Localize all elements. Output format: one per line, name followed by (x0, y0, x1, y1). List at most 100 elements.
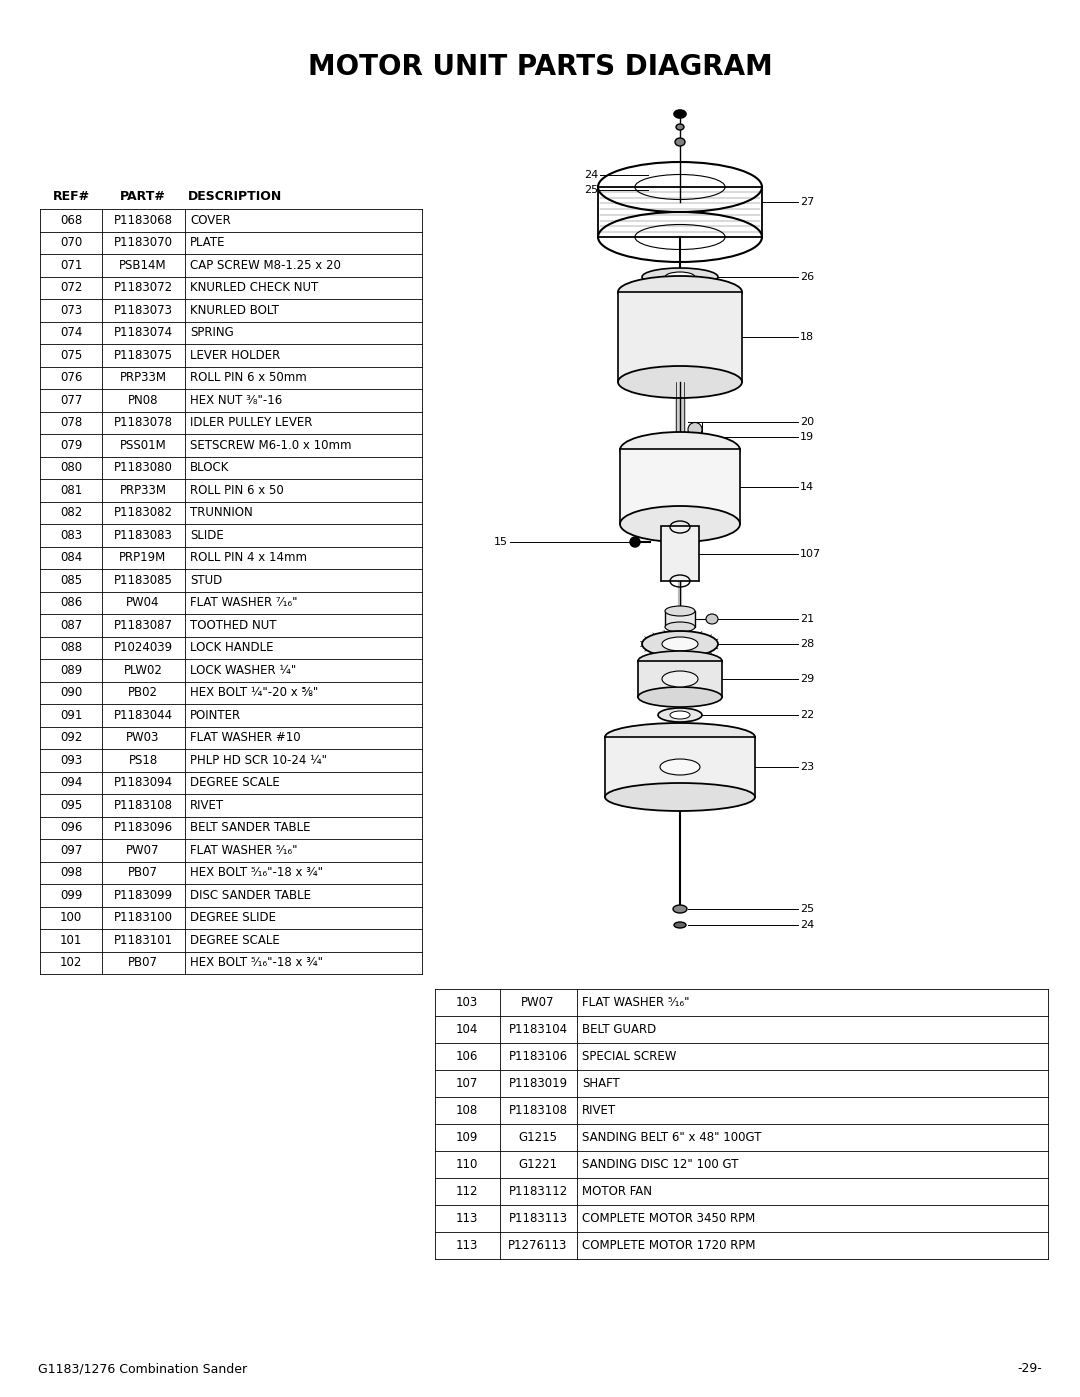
Text: 081: 081 (59, 483, 82, 497)
Text: LOCK HANDLE: LOCK HANDLE (190, 641, 273, 654)
Text: 104: 104 (456, 1023, 478, 1037)
Text: 097: 097 (59, 844, 82, 856)
Text: P1183108: P1183108 (113, 799, 173, 812)
Text: 27: 27 (800, 197, 814, 207)
Text: P1183100: P1183100 (113, 911, 173, 925)
Text: LEVER HOLDER: LEVER HOLDER (190, 349, 280, 362)
Text: IDLER PULLEY LEVER: IDLER PULLEY LEVER (190, 416, 312, 429)
Ellipse shape (618, 277, 742, 307)
Text: 18: 18 (800, 332, 814, 342)
Text: REF#: REF# (53, 190, 90, 204)
Text: FLAT WASHER #10: FLAT WASHER #10 (190, 731, 300, 745)
Bar (665, 610, 696, 627)
Text: PW07: PW07 (522, 996, 555, 1009)
Text: P1183112: P1183112 (509, 1185, 568, 1199)
Text: 095: 095 (59, 799, 82, 812)
Text: ROLL PIN 6 x 50mm: ROLL PIN 6 x 50mm (190, 372, 307, 384)
Text: 23: 23 (800, 761, 814, 773)
Text: 098: 098 (59, 866, 82, 879)
Text: MOTOR FAN: MOTOR FAN (582, 1185, 652, 1199)
Ellipse shape (605, 782, 755, 812)
Text: 112: 112 (456, 1185, 478, 1199)
Text: 084: 084 (59, 552, 82, 564)
Text: DEGREE SCALE: DEGREE SCALE (190, 777, 280, 789)
Ellipse shape (605, 724, 755, 752)
Text: MOTOR UNIT PARTS DIAGRAM: MOTOR UNIT PARTS DIAGRAM (308, 53, 772, 81)
Text: P1183019: P1183019 (509, 1077, 568, 1090)
Text: DESCRIPTION: DESCRIPTION (188, 190, 282, 204)
Ellipse shape (673, 905, 687, 914)
Ellipse shape (662, 637, 698, 651)
Text: 075: 075 (59, 349, 82, 362)
Text: TRUNNION: TRUNNION (190, 506, 253, 520)
Text: PN08: PN08 (127, 394, 159, 407)
Text: 101: 101 (59, 933, 82, 947)
Text: P1183104: P1183104 (509, 1023, 568, 1037)
Ellipse shape (674, 922, 686, 928)
Text: P1183072: P1183072 (113, 281, 173, 295)
Text: KNURLED CHECK NUT: KNURLED CHECK NUT (190, 281, 319, 295)
Ellipse shape (660, 759, 700, 775)
Text: HEX BOLT ⁵⁄₁₆"-18 x ¾": HEX BOLT ⁵⁄₁₆"-18 x ¾" (190, 866, 323, 879)
Text: COMPLETE MOTOR 1720 RPM: COMPLETE MOTOR 1720 RPM (582, 1239, 756, 1252)
Ellipse shape (638, 687, 723, 707)
Text: G1221: G1221 (518, 1158, 557, 1171)
Text: 113: 113 (456, 1213, 478, 1225)
Text: 076: 076 (59, 372, 82, 384)
Text: P1183106: P1183106 (509, 1051, 568, 1063)
Text: 089: 089 (59, 664, 82, 676)
Text: SANDING DISC 12" 100 GT: SANDING DISC 12" 100 GT (582, 1158, 739, 1171)
Text: PS18: PS18 (129, 754, 158, 767)
Text: 107: 107 (456, 1077, 478, 1090)
Text: G1183/1276 Combination Sander: G1183/1276 Combination Sander (38, 1362, 247, 1375)
Text: 15: 15 (494, 536, 508, 548)
Text: P1183113: P1183113 (509, 1213, 568, 1225)
Text: P1183073: P1183073 (113, 303, 173, 317)
Text: P1183099: P1183099 (113, 888, 173, 901)
Text: 25: 25 (584, 184, 598, 196)
Text: 26: 26 (800, 272, 814, 282)
Text: PRP33M: PRP33M (120, 372, 166, 384)
Text: PRP19M: PRP19M (120, 552, 166, 564)
Text: 24: 24 (584, 170, 598, 180)
Text: P1183096: P1183096 (113, 821, 173, 834)
Ellipse shape (665, 272, 696, 282)
Text: 113: 113 (456, 1239, 478, 1252)
Text: FLAT WASHER ⁵⁄₁₆": FLAT WASHER ⁵⁄₁₆" (190, 844, 297, 856)
Text: 078: 078 (59, 416, 82, 429)
Text: 096: 096 (59, 821, 82, 834)
Text: FLAT WASHER ⁵⁄₁₆": FLAT WASHER ⁵⁄₁₆" (582, 996, 689, 1009)
Text: P1183108: P1183108 (509, 1104, 567, 1118)
Text: PW03: PW03 (126, 731, 160, 745)
Text: 108: 108 (456, 1104, 478, 1118)
Text: 073: 073 (59, 303, 82, 317)
Text: 107: 107 (800, 549, 821, 559)
Text: G1215: G1215 (518, 1132, 557, 1144)
Text: BELT SANDER TABLE: BELT SANDER TABLE (190, 821, 311, 834)
Bar (598, 187, 762, 237)
Text: PLW02: PLW02 (123, 664, 162, 676)
Text: COVER: COVER (190, 214, 231, 226)
Text: DEGREE SCALE: DEGREE SCALE (190, 933, 280, 947)
Text: 14: 14 (800, 482, 814, 492)
Bar (618, 292, 742, 381)
Text: HEX BOLT ⁵⁄₁₆"-18 x ¾": HEX BOLT ⁵⁄₁₆"-18 x ¾" (190, 957, 323, 970)
Text: 080: 080 (59, 461, 82, 474)
Text: P1183101: P1183101 (113, 933, 173, 947)
Text: PART#: PART# (120, 190, 166, 204)
Text: P1183082: P1183082 (113, 506, 173, 520)
Text: P1183074: P1183074 (113, 327, 173, 339)
Text: SHAFT: SHAFT (582, 1077, 620, 1090)
Text: KNURLED BOLT: KNURLED BOLT (190, 303, 279, 317)
Ellipse shape (662, 671, 698, 687)
Text: BLOCK: BLOCK (190, 461, 229, 474)
Ellipse shape (675, 138, 685, 147)
Text: ROLL PIN 4 x 14mm: ROLL PIN 4 x 14mm (190, 552, 307, 564)
Ellipse shape (618, 366, 742, 398)
Text: P1183070: P1183070 (113, 236, 173, 249)
Text: PSB14M: PSB14M (119, 258, 166, 272)
Text: CAP SCREW M8-1.25 x 20: CAP SCREW M8-1.25 x 20 (190, 258, 341, 272)
Bar (661, 527, 699, 581)
Ellipse shape (665, 622, 696, 631)
Text: SPECIAL SCREW: SPECIAL SCREW (582, 1051, 676, 1063)
